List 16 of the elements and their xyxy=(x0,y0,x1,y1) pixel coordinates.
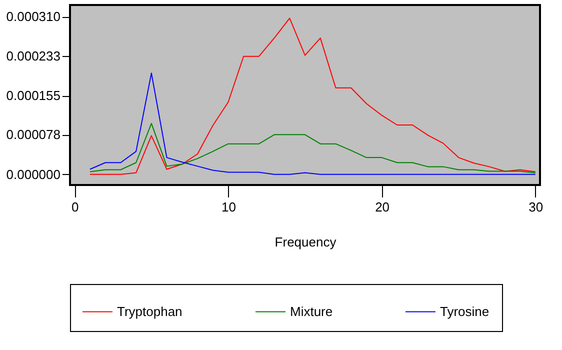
x-axis-title: Frequency xyxy=(274,234,337,250)
y-tick-label: 0.000310 xyxy=(6,9,60,24)
line-series xyxy=(89,18,536,175)
y-tick-label: 0.000000 xyxy=(6,166,60,182)
line-series xyxy=(89,72,536,175)
legend-label: Tryptophan xyxy=(117,304,182,319)
legend-label: Mixture xyxy=(290,304,333,319)
y-tick-label: 0.000155 xyxy=(6,88,60,104)
x-tick-label: 30 xyxy=(528,200,544,214)
x-tick-label: 20 xyxy=(375,200,390,214)
line-series xyxy=(89,122,536,174)
x-tick-label: 0 xyxy=(71,200,79,214)
x-tick-label: 10 xyxy=(221,200,236,214)
y-tick-label: 0.000233 xyxy=(6,48,60,64)
legend-label: Tyrosine xyxy=(440,304,490,319)
y-tick-label: 0.000078 xyxy=(6,127,60,142)
